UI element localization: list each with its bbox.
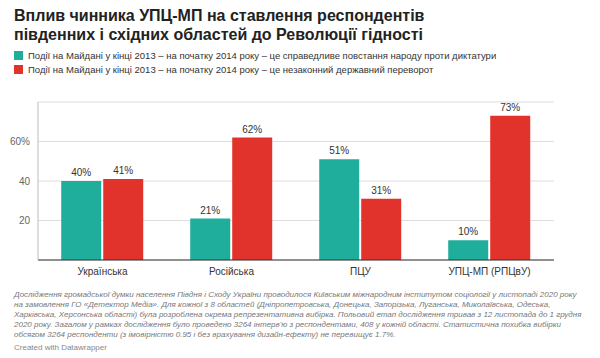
svg-text:51%: 51% xyxy=(329,145,349,156)
svg-text:62%: 62% xyxy=(242,124,262,135)
svg-text:40: 40 xyxy=(19,176,31,187)
svg-text:Українська: Українська xyxy=(77,266,128,277)
svg-text:31%: 31% xyxy=(371,185,391,196)
svg-text:УПЦ-МП (РПЦвУ): УПЦ-МП (РПЦвУ) xyxy=(448,266,530,277)
svg-text:10%: 10% xyxy=(458,226,478,237)
svg-text:73%: 73% xyxy=(500,102,520,113)
svg-text:Російська: Російська xyxy=(209,266,254,277)
svg-text:41%: 41% xyxy=(113,165,133,176)
html-text:Дослідження громадської думки: Дослідження громадської думки населення … xyxy=(14,290,582,339)
html-text:Вплив чинника УПЦ-МП на ставле: Вплив чинника УПЦ-МП на ставлення респон… xyxy=(14,7,425,43)
svg-text:21%: 21% xyxy=(200,205,220,216)
svg-text:20: 20 xyxy=(19,215,31,226)
html-text:Події на Майдані у кінці 2013: Події на Майдані у кінці 2013 – на почат… xyxy=(28,50,497,61)
svg-text:60%: 60% xyxy=(10,136,30,147)
svg-text:ПЦУ: ПЦУ xyxy=(350,266,372,277)
svg-text:40%: 40% xyxy=(71,167,91,178)
html-text:Created with Datawrapper: Created with Datawrapper xyxy=(14,343,107,352)
html-text:Події на Майдані у кінці 2013: Події на Майдані у кінці 2013 – на почат… xyxy=(28,64,434,75)
